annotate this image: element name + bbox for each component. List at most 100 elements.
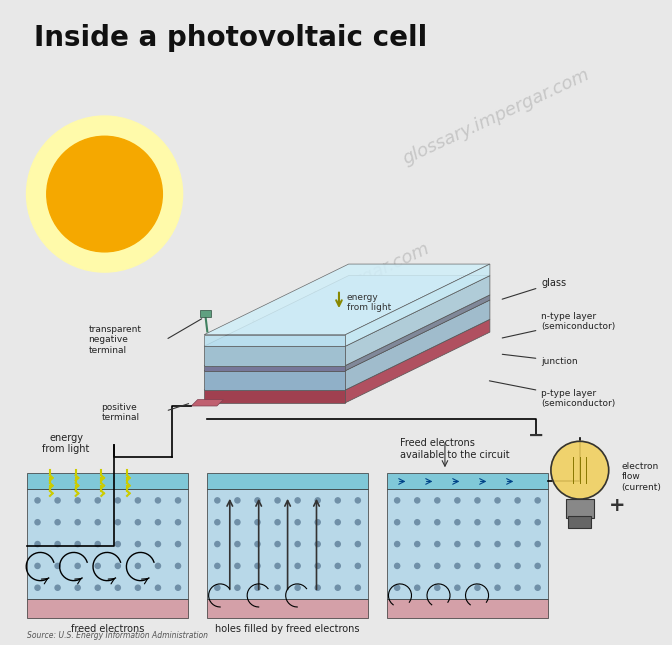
- Circle shape: [135, 542, 140, 546]
- Circle shape: [155, 585, 161, 590]
- Circle shape: [295, 520, 300, 525]
- Circle shape: [315, 520, 321, 525]
- Circle shape: [135, 563, 140, 568]
- Circle shape: [415, 520, 420, 525]
- Circle shape: [475, 498, 480, 503]
- Circle shape: [135, 520, 140, 525]
- Circle shape: [75, 542, 80, 546]
- Circle shape: [515, 563, 520, 568]
- Circle shape: [415, 542, 420, 546]
- Circle shape: [35, 520, 40, 525]
- Circle shape: [455, 585, 460, 590]
- Circle shape: [535, 563, 540, 568]
- Circle shape: [175, 498, 181, 503]
- Polygon shape: [345, 300, 490, 390]
- Text: transparent
negative
terminal: transparent negative terminal: [89, 325, 142, 355]
- Circle shape: [75, 585, 80, 590]
- Circle shape: [295, 498, 300, 503]
- Circle shape: [255, 585, 260, 590]
- Circle shape: [455, 520, 460, 525]
- Text: p-type layer
(semiconductor): p-type layer (semiconductor): [489, 381, 616, 408]
- Circle shape: [495, 498, 500, 503]
- Circle shape: [315, 585, 321, 590]
- Circle shape: [435, 542, 440, 546]
- Circle shape: [215, 563, 220, 568]
- Circle shape: [515, 585, 520, 590]
- Circle shape: [315, 542, 321, 546]
- Circle shape: [335, 498, 340, 503]
- Bar: [208, 473, 368, 490]
- Circle shape: [495, 585, 500, 590]
- Circle shape: [135, 585, 140, 590]
- Circle shape: [115, 585, 120, 590]
- Circle shape: [115, 542, 120, 546]
- Circle shape: [26, 116, 183, 272]
- Circle shape: [135, 498, 140, 503]
- Circle shape: [535, 585, 540, 590]
- Circle shape: [355, 520, 360, 525]
- Circle shape: [335, 520, 340, 525]
- Circle shape: [435, 585, 440, 590]
- Circle shape: [535, 520, 540, 525]
- Bar: [387, 473, 548, 490]
- Circle shape: [55, 542, 60, 546]
- Circle shape: [115, 498, 120, 503]
- Circle shape: [551, 441, 609, 499]
- Bar: [208, 599, 368, 618]
- Circle shape: [255, 542, 260, 546]
- Circle shape: [95, 498, 100, 503]
- Circle shape: [235, 520, 240, 525]
- Circle shape: [394, 520, 400, 525]
- Polygon shape: [204, 346, 345, 366]
- Text: energy
from light: energy from light: [42, 433, 90, 454]
- Polygon shape: [204, 275, 490, 346]
- Circle shape: [394, 542, 400, 546]
- Circle shape: [515, 498, 520, 503]
- Circle shape: [35, 498, 40, 503]
- Circle shape: [75, 498, 80, 503]
- Text: positive
terminal: positive terminal: [101, 402, 140, 422]
- Circle shape: [55, 520, 60, 525]
- Circle shape: [394, 563, 400, 568]
- Bar: [387, 490, 548, 599]
- Circle shape: [75, 563, 80, 568]
- Circle shape: [435, 520, 440, 525]
- Circle shape: [455, 542, 460, 546]
- Circle shape: [355, 498, 360, 503]
- Circle shape: [495, 542, 500, 546]
- Circle shape: [275, 585, 280, 590]
- Circle shape: [215, 585, 220, 590]
- Circle shape: [515, 520, 520, 525]
- Circle shape: [35, 542, 40, 546]
- Polygon shape: [204, 366, 345, 371]
- Circle shape: [455, 498, 460, 503]
- Circle shape: [415, 585, 420, 590]
- Circle shape: [355, 563, 360, 568]
- Circle shape: [315, 563, 321, 568]
- Circle shape: [55, 585, 60, 590]
- Circle shape: [275, 520, 280, 525]
- Polygon shape: [192, 399, 223, 406]
- Bar: [566, 499, 594, 519]
- Circle shape: [235, 542, 240, 546]
- Circle shape: [335, 542, 340, 546]
- Circle shape: [235, 498, 240, 503]
- Bar: [569, 517, 591, 528]
- Circle shape: [55, 498, 60, 503]
- Circle shape: [335, 585, 340, 590]
- Circle shape: [295, 563, 300, 568]
- Circle shape: [475, 563, 480, 568]
- Circle shape: [175, 520, 181, 525]
- Polygon shape: [204, 300, 490, 371]
- Polygon shape: [204, 319, 490, 390]
- Circle shape: [155, 563, 161, 568]
- Circle shape: [215, 542, 220, 546]
- Bar: [208, 490, 368, 599]
- Circle shape: [255, 520, 260, 525]
- Circle shape: [95, 542, 100, 546]
- Circle shape: [435, 563, 440, 568]
- Circle shape: [535, 498, 540, 503]
- Circle shape: [535, 542, 540, 546]
- Bar: [28, 473, 188, 490]
- Circle shape: [335, 563, 340, 568]
